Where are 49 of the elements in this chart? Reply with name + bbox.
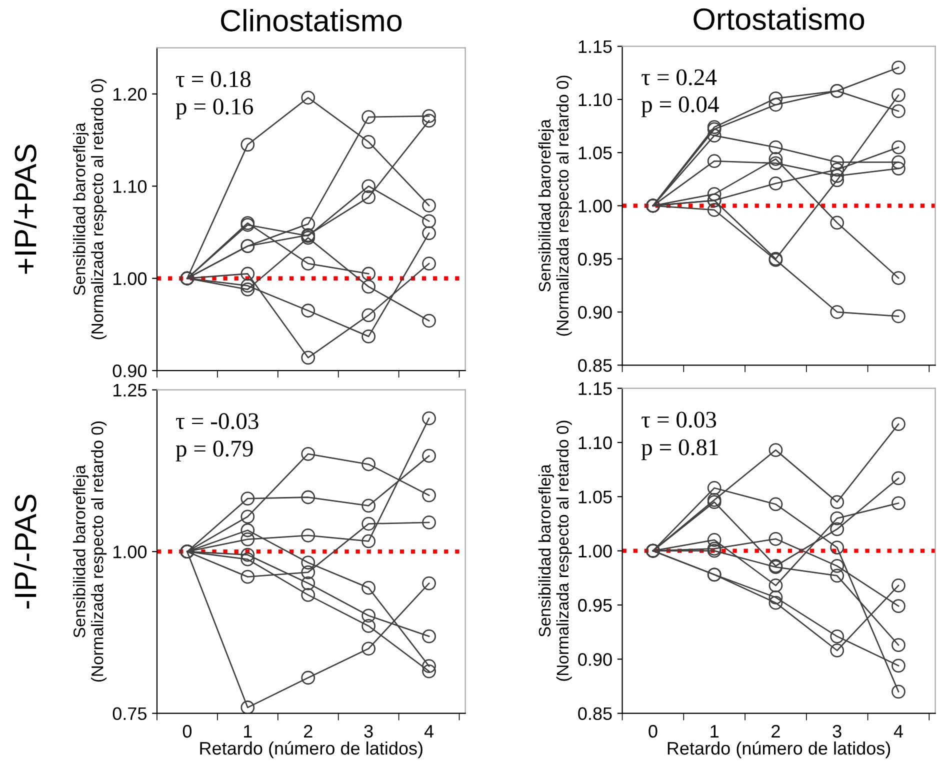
annotation: p = 0.79 bbox=[176, 440, 253, 462]
y-tick-label: 1.15 bbox=[578, 40, 612, 54]
x-tick-label: 4 bbox=[894, 725, 903, 738]
x-axis-title: Retardo (número de latidos) bbox=[668, 741, 890, 758]
x-tick-label: 2 bbox=[772, 724, 780, 738]
x-tick-label: 4 bbox=[424, 725, 434, 738]
x-tick-label: 0 bbox=[182, 724, 192, 738]
x-tick-label: 1 bbox=[244, 725, 252, 738]
x-tick-label: 2 bbox=[304, 724, 312, 738]
y-axis-title: Sensibilidad barorefleja (Normalizada respecto al retardo 0) bbox=[538, 420, 572, 681]
x-axis-title: Retardo (número de latidos) bbox=[200, 741, 422, 758]
y-tick-label: 0.95 bbox=[578, 252, 612, 266]
y-tick-label: 0.90 bbox=[578, 306, 612, 319]
y-tick-label: 1.00 bbox=[578, 544, 612, 558]
y-tick-label: 1.25 bbox=[113, 384, 147, 397]
y-tick-label: 0.75 bbox=[112, 707, 147, 720]
annotation: p = 0.04 bbox=[641, 96, 719, 118]
y-axis-title: Sensibilidad barorefleja (Normalizada respecto al retardo 0) bbox=[73, 422, 107, 682]
y-tick-label: 0.95 bbox=[578, 598, 612, 612]
annotation: τ = -0.03 bbox=[176, 413, 258, 430]
annotation: τ = 0.18 bbox=[176, 71, 251, 88]
y-tick-label: 1.10 bbox=[578, 436, 612, 450]
y-tick-label: 1.00 bbox=[578, 200, 612, 212]
text: -IP/-PAS bbox=[14, 494, 36, 609]
y-tick-label: 1.10 bbox=[578, 93, 612, 106]
x-tick-label: 1 bbox=[710, 725, 718, 738]
annotation: p = 0.16 bbox=[176, 98, 254, 120]
annotation: τ = 0.03 bbox=[642, 412, 716, 428]
chart-title: Ortostatismo bbox=[694, 8, 864, 30]
y-tick-label: 1.10 bbox=[113, 180, 147, 193]
y-tick-label: 1.20 bbox=[113, 88, 147, 101]
y-tick-label: 1.00 bbox=[113, 546, 147, 558]
text: +IP/+PAS bbox=[14, 144, 36, 274]
y-axis-title: Sensibilidad barorefleja (Normalizada respecto al retardo 0) bbox=[538, 76, 572, 336]
y-tick-label: 0.85 bbox=[578, 707, 612, 720]
annotation: p = 0.81 bbox=[641, 439, 718, 460]
y-tick-label: 1.15 bbox=[578, 382, 612, 396]
y-tick-label: 1.05 bbox=[578, 490, 612, 504]
annotation: τ = 0.24 bbox=[642, 69, 717, 86]
y-tick-label: 1.00 bbox=[113, 272, 147, 286]
y-tick-label: 0.85 bbox=[578, 359, 612, 372]
y-axis-title: Sensibilidad barorefleja (Normalizada respecto al retardo 0) bbox=[73, 79, 107, 340]
y-tick-label: 0.90 bbox=[578, 653, 612, 666]
chart-title: Clinostatismo bbox=[221, 9, 402, 32]
y-tick-label: 0.90 bbox=[112, 364, 147, 378]
x-tick-label: 0 bbox=[648, 724, 658, 738]
y-tick-label: 1.05 bbox=[578, 146, 612, 160]
x-tick-label: 3 bbox=[364, 724, 373, 738]
x-tick-label: 3 bbox=[832, 724, 842, 738]
